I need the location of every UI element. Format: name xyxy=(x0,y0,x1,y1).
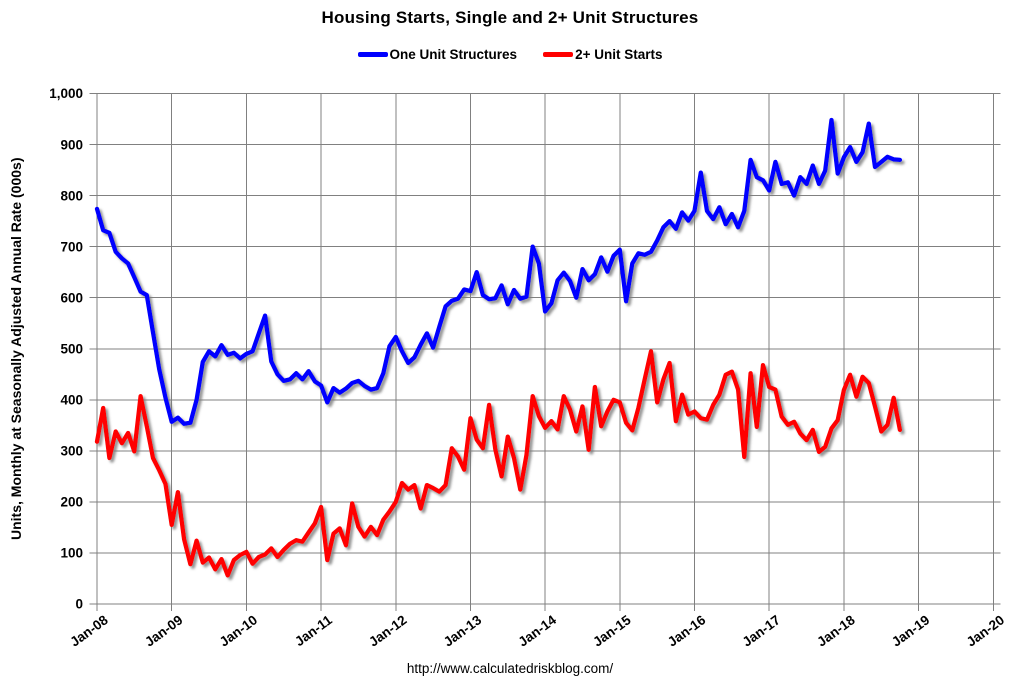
x-tick-label: Jan-12 xyxy=(366,612,409,649)
y-tick-label: 300 xyxy=(60,444,83,459)
footer-url: http://www.calculatedriskblog.com/ xyxy=(406,661,614,676)
legend-label-one-unit: One Unit Structures xyxy=(389,47,518,62)
x-tick-label: Jan-13 xyxy=(441,612,485,650)
y-tick-label: 900 xyxy=(60,137,83,152)
y-tick-label: 800 xyxy=(60,188,83,203)
x-tick-label: Jan-20 xyxy=(964,612,1007,649)
blue-line-swatch-icon xyxy=(357,52,388,57)
y-tick-label: 200 xyxy=(60,495,83,510)
y-tick-label: 0 xyxy=(75,597,83,612)
y-tick-label: 500 xyxy=(60,341,83,356)
x-tick-label: Jan-15 xyxy=(590,612,634,650)
x-tick-label: Jan-08 xyxy=(67,612,111,650)
x-tick-label: Jan-10 xyxy=(217,612,260,649)
y-tick-label: 400 xyxy=(60,393,83,408)
gridlines xyxy=(89,93,1001,611)
series-line-2-unit-starts xyxy=(94,349,903,578)
x-tick-label: Jan-18 xyxy=(814,612,858,650)
x-axis-tick-labels: Jan-08 Jan-09 Jan-10 Jan-11 Jan-12 Jan-13 Jan-… xyxy=(67,612,1007,650)
chart-title: Housing Starts, Single and 2+ Unit Struc… xyxy=(321,8,699,27)
y-axis-tick-labels: 0 100 200 300 400 500 600 700 800 900 1,000 xyxy=(49,86,83,612)
y-tick-label: 600 xyxy=(60,290,83,305)
legend-label-2plus-unit: 2+ Unit Starts xyxy=(575,47,663,62)
x-tick-label: Jan-16 xyxy=(665,612,709,650)
legend-item-2plus-unit-starts: 2+ Unit Starts xyxy=(543,47,662,62)
x-tick-label: Jan-11 xyxy=(292,612,335,649)
x-tick-label: Jan-17 xyxy=(740,612,783,649)
red-line-swatch-icon xyxy=(543,52,574,57)
chart-legend: One Unit Structures 2+ Unit Starts xyxy=(0,47,1020,62)
y-tick-label: 100 xyxy=(60,546,83,561)
legend-item-one-unit-structures: One Unit Structures xyxy=(357,47,518,62)
x-tick-label: Jan-19 xyxy=(889,612,932,649)
y-tick-label: 1,000 xyxy=(49,86,83,101)
series-line-one-unit-structures xyxy=(94,117,903,426)
y-tick-label: 700 xyxy=(60,239,83,254)
x-tick-label: Jan-09 xyxy=(142,612,185,649)
x-tick-label: Jan-14 xyxy=(515,612,559,650)
